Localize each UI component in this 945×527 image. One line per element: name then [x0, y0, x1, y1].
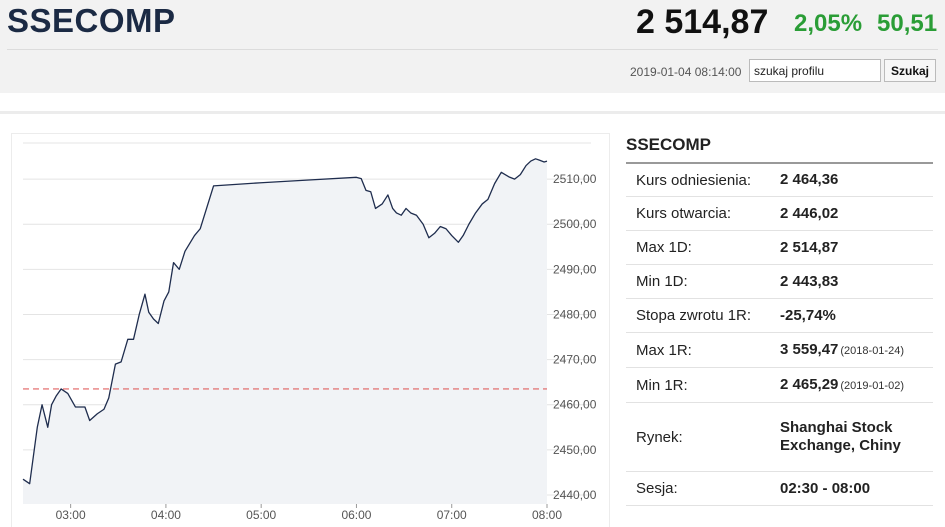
info-label: Kurs otwarcia: [636, 205, 732, 222]
info-value-text: -25,74% [780, 306, 836, 324]
x-tick-label: 03:00 [56, 508, 86, 522]
info-label: Min 1D: [636, 273, 688, 290]
info-row-min-1d: Min 1D: 2 443,83 [626, 265, 933, 299]
info-row-market: Rynek: Shanghai Stock Exchange, Chiny [626, 403, 933, 472]
instrument-title: SSECOMP [7, 2, 176, 39]
info-value: 2 514,87 [780, 239, 933, 257]
header-bar: SSECOMP 2 514,87 2,05% 50,51 2019-01-04 … [0, 0, 945, 93]
current-price: 2 514,87 [636, 3, 769, 41]
y-tick-label: 2440,00 [553, 488, 597, 502]
info-value: 2 464,36 [780, 171, 933, 189]
x-tick-label: 08:00 [532, 508, 562, 522]
info-value-text: 2 464,36 [780, 171, 839, 188]
price-line [22, 158, 548, 485]
info-value: 3 559,47 (2018-01-24) [780, 341, 933, 360]
info-label: Sesja: [636, 480, 678, 497]
info-label: Max 1R: [636, 341, 692, 359]
info-row-open: Kurs otwarcia: 2 446,02 [626, 197, 933, 231]
info-value-text: 3 559,47 [780, 340, 839, 358]
info-value: Shanghai Stock Exchange, Chiny [780, 419, 933, 455]
y-tick-label: 2470,00 [553, 353, 597, 367]
info-value-text: 2 443,83 [780, 272, 839, 290]
info-label: Max 1D: [636, 239, 692, 256]
change-percent: 2,05% [794, 10, 863, 37]
info-row-return-1r: Stopa zwrotu 1R: -25,74% [626, 299, 933, 333]
y-tick-label: 2480,00 [553, 307, 597, 321]
price-chart: 2440,00 2450,00 2460,00 2470,00 2480,00 2490,… [11, 133, 610, 527]
sidebar-title-underline [626, 162, 933, 164]
info-row-session: Sesja: 02:30 - 08:00 [626, 472, 933, 506]
header-divider [7, 49, 938, 50]
info-date: (2019-01-02) [840, 379, 904, 392]
search-button[interactable]: Szukaj [884, 59, 936, 82]
x-tick-label: 06:00 [341, 508, 371, 522]
info-date: (2018-01-24) [840, 344, 904, 357]
x-tick-label: 05:00 [246, 508, 276, 522]
x-tick-label: 07:00 [437, 508, 467, 522]
section-divider [0, 111, 945, 114]
info-value-text: 2 446,02 [780, 204, 839, 222]
chart-svg: 2440,00 2450,00 2460,00 2470,00 2480,00 2490,… [22, 142, 597, 522]
info-value: 2 446,02 [780, 205, 933, 223]
price-area-fill [23, 158, 547, 504]
info-value: 02:30 - 08:00 [780, 480, 933, 498]
search-input[interactable] [749, 59, 881, 82]
y-tick-label: 2460,00 [553, 398, 597, 412]
y-tick-label: 2450,00 [553, 443, 597, 457]
info-value-text: Shanghai Stock Exchange, Chiny [780, 419, 901, 454]
info-value: 2 443,83 [780, 273, 933, 291]
info-label: Rynek: [636, 428, 683, 446]
info-row-reference: Kurs odniesienia: 2 464,36 [626, 164, 933, 197]
info-label: Min 1R: [636, 376, 688, 394]
info-table: Kurs odniesienia: 2 464,36 Kurs otwarcia… [626, 164, 933, 506]
info-value-text: 2 514,87 [780, 238, 839, 256]
info-value: -25,74% [780, 307, 933, 325]
sidebar-title: SSECOMP [626, 135, 712, 154]
y-tick-label: 2500,00 [553, 217, 597, 231]
y-tick-label: 2490,00 [553, 262, 597, 276]
info-value: 2 465,29 (2019-01-02) [780, 376, 933, 395]
info-row-max-1r: Max 1R: 3 559,47 (2018-01-24) [626, 333, 933, 368]
x-tick-label: 04:00 [151, 508, 181, 522]
info-label: Stopa zwrotu 1R: [636, 307, 752, 324]
info-value-text: 02:30 - 08:00 [780, 479, 871, 497]
quote-timestamp: 2019-01-04 08:14:00 [630, 65, 742, 79]
info-row-max-1d: Max 1D: 2 514,87 [626, 231, 933, 265]
info-label: Kurs odniesienia: [636, 171, 752, 189]
info-row-min-1r: Min 1R: 2 465,29 (2019-01-02) [626, 368, 933, 403]
change-absolute: 50,51 [877, 10, 938, 37]
y-tick-label: 2510,00 [553, 172, 597, 186]
info-value-text: 2 465,29 [780, 375, 839, 393]
